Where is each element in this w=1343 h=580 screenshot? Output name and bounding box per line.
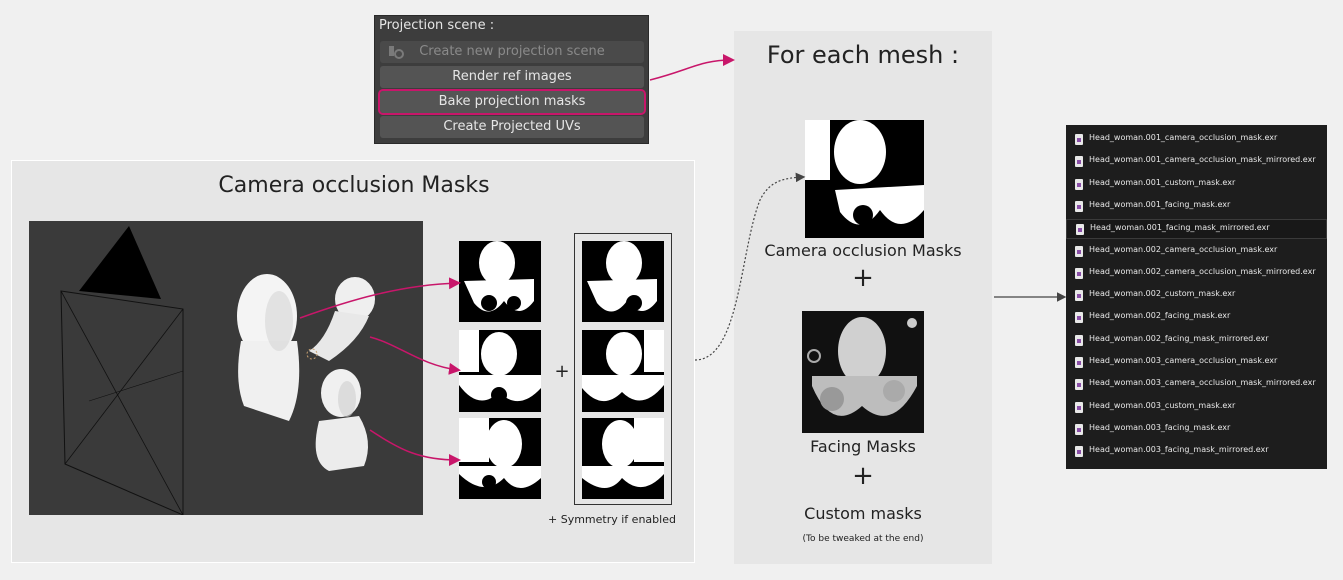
- create-new-projection-scene-label: Create new projection scene: [419, 44, 605, 59]
- file-row[interactable]: Head_woman.002_camera_occlusion_mask_mir…: [1066, 264, 1327, 284]
- file-row[interactable]: Head_woman.001_camera_occlusion_mask.exr: [1066, 130, 1327, 150]
- arrow-masks-to-mesh: [694, 172, 806, 361]
- projection-scene-title: Projection scene :: [379, 18, 495, 33]
- exr-file-icon: [1075, 379, 1083, 391]
- file-name: Head_woman.002_camera_occlusion_mask.exr: [1089, 244, 1278, 254]
- symmetry-mask-3: [582, 418, 664, 499]
- for-each-mesh-panel: For each mesh : Camera occlusion Masks +…: [734, 31, 992, 564]
- file-row[interactable]: Head_woman.002_custom_mask.exr: [1066, 286, 1327, 306]
- file-name: Head_woman.001_facing_mask.exr: [1089, 199, 1231, 209]
- exr-file-icon: [1075, 446, 1083, 458]
- file-row[interactable]: Head_woman.001_custom_mask.exr: [1066, 175, 1327, 195]
- arrow-panel-to-mesh: [649, 54, 735, 81]
- custom-masks-note: (To be tweaked at the end): [802, 534, 924, 544]
- plus-sign: +: [554, 361, 570, 382]
- camera-occlusion-label: Camera occlusion Masks: [764, 241, 962, 260]
- symmetry-mask-1: [582, 241, 664, 322]
- file-name: Head_woman.002_facing_mask_mirrored.exr: [1089, 333, 1269, 343]
- file-name: Head_woman.002_camera_occlusion_mask_mir…: [1089, 266, 1316, 276]
- occlusion-mask-1: [459, 241, 541, 322]
- symmetry-note: + Symmetry if enabled: [548, 513, 676, 526]
- exr-file-icon: [1075, 357, 1083, 368]
- file-row[interactable]: Head_woman.001_facing_mask_mirrored.exr: [1066, 219, 1327, 240]
- create-projected-uvs-button[interactable]: Create Projected UVs: [380, 116, 644, 138]
- exr-file-icon: [1075, 134, 1083, 145]
- camera-occlusion-mask-preview: [805, 120, 924, 238]
- file-row[interactable]: Head_woman.003_custom_mask.exr: [1066, 398, 1327, 418]
- plus-sign-1: +: [852, 263, 874, 293]
- arrow-head1-to-mask: [299, 277, 461, 319]
- exr-file-icon: [1075, 290, 1083, 302]
- file-name: Head_woman.001_camera_occlusion_mask_mir…: [1089, 155, 1316, 165]
- file-name: Head_woman.003_camera_occlusion_mask_mir…: [1089, 378, 1316, 388]
- exr-file-icon: [1075, 200, 1083, 212]
- file-name: Head_woman.003_custom_mask.exr: [1089, 400, 1236, 410]
- file-name: Head_woman.001_camera_occlusion_mask.exr: [1089, 133, 1278, 142]
- exr-file-icon: [1075, 245, 1083, 257]
- file-row[interactable]: Head_woman.003_facing_mask_mirrored.exr: [1066, 442, 1327, 462]
- mesh-props-icon: [389, 46, 404, 59]
- file-name: Head_woman.003_facing_mask.exr: [1089, 422, 1231, 432]
- file-row[interactable]: Head_woman.003_facing_mask.exr: [1066, 420, 1327, 440]
- file-row[interactable]: Head_woman.002_facing_mask.exr: [1066, 308, 1327, 328]
- viewport-scene: [60, 226, 375, 516]
- projection-scene-panel: Projection scene : Create new projection…: [374, 15, 649, 144]
- render-ref-images-button[interactable]: Render ref images: [380, 66, 644, 88]
- exr-file-icon: [1075, 423, 1083, 435]
- exr-file-icon: [1076, 224, 1084, 236]
- file-row[interactable]: Head_woman.003_camera_occlusion_mask_mir…: [1066, 375, 1327, 395]
- camera-occlusion-title: Camera occlusion Masks: [218, 173, 490, 198]
- plus-sign-2: +: [852, 461, 874, 491]
- file-name: Head_woman.001_custom_mask.exr: [1089, 177, 1236, 187]
- file-name: Head_woman.003_facing_mask_mirrored.exr: [1089, 445, 1269, 455]
- file-name: Head_woman.001_facing_mask_mirrored.exr: [1090, 223, 1270, 233]
- file-name: Head_woman.003_camera_occlusion_mask.exr: [1089, 356, 1278, 365]
- arrow-head2-to-mask: [369, 336, 461, 375]
- exr-file-icon: [1075, 178, 1083, 190]
- facing-masks-label: Facing Masks: [810, 437, 916, 456]
- exr-file-icon: [1075, 312, 1083, 324]
- viewport-3d: [29, 221, 423, 516]
- exported-files-list: Head_woman.001_camera_occlusion_mask.exr…: [1066, 125, 1327, 469]
- file-row[interactable]: Head_woman.001_camera_occlusion_mask_mir…: [1066, 152, 1327, 172]
- exr-file-icon: [1075, 267, 1083, 279]
- exr-file-icon: [1075, 401, 1083, 413]
- file-name: Head_woman.002_facing_mask.exr: [1089, 311, 1231, 321]
- create-new-projection-scene-button[interactable]: Create new projection scene: [380, 41, 644, 63]
- facing-mask-preview: [802, 311, 924, 433]
- file-row[interactable]: Head_woman.003_camera_occlusion_mask.exr: [1066, 353, 1327, 373]
- file-row[interactable]: Head_woman.002_camera_occlusion_mask.exr: [1066, 242, 1327, 262]
- for-each-mesh-title: For each mesh :: [766, 41, 960, 69]
- arrow-head3-to-mask: [369, 429, 461, 466]
- file-row[interactable]: Head_woman.002_facing_mask_mirrored.exr: [1066, 331, 1327, 351]
- exr-file-icon: [1075, 156, 1083, 168]
- exr-file-icon: [1075, 334, 1083, 346]
- symmetry-masks-box: [574, 233, 672, 505]
- symmetry-mask-2: [582, 330, 664, 412]
- occlusion-mask-2: [459, 330, 541, 412]
- file-name: Head_woman.002_custom_mask.exr: [1089, 289, 1236, 299]
- bake-projection-masks-button[interactable]: Bake projection masks: [378, 89, 646, 115]
- occlusion-mask-3: [459, 418, 541, 499]
- custom-masks-label: Custom masks: [804, 504, 922, 523]
- file-row[interactable]: Head_woman.001_facing_mask.exr: [1066, 197, 1327, 217]
